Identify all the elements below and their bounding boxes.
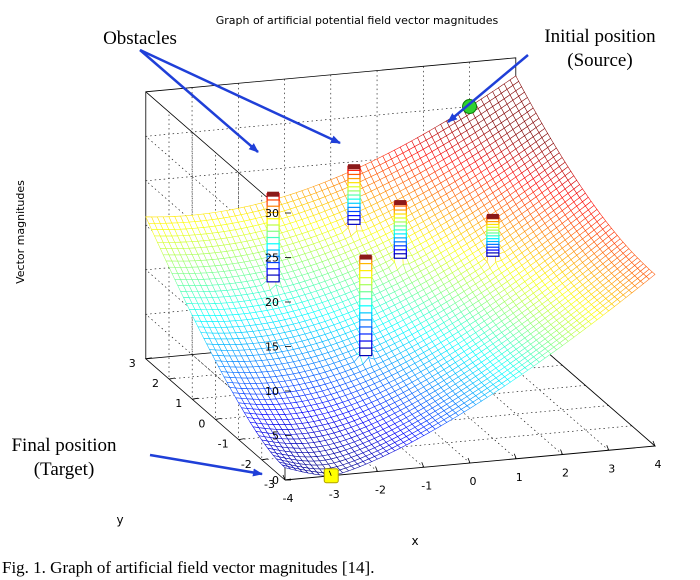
obstacle-top-5 xyxy=(486,213,499,219)
obstacle-spike-2 xyxy=(359,277,373,286)
surface-mesh xyxy=(145,75,656,477)
x-tick-label: 2 xyxy=(562,467,569,480)
initial-position-sublabel: (Source) xyxy=(567,50,632,71)
grid-line-y xyxy=(168,112,540,380)
y-tick-mark xyxy=(168,377,176,380)
x-tick-label: 0 xyxy=(470,475,477,488)
obstacle-top-3 xyxy=(348,164,360,170)
obstacle-spike-2 xyxy=(359,262,373,272)
y-tick-mark xyxy=(192,397,199,400)
obstacle-spike-4 xyxy=(393,253,407,259)
x-tick-label: -2 xyxy=(375,484,386,497)
obstacle-spike-3 xyxy=(347,219,361,225)
x-tick-label: 3 xyxy=(608,462,615,475)
x-tick-label: 4 xyxy=(655,458,662,471)
x-axis-label: x xyxy=(411,534,418,548)
x-tick-label: -1 xyxy=(421,479,432,492)
obstacle-spike-2 xyxy=(359,284,373,293)
obstacle-spike-2 xyxy=(359,319,373,329)
obstacle-spike-1 xyxy=(266,274,280,283)
arrow-obstacle-left xyxy=(139,49,259,153)
y-tick-mark xyxy=(261,458,268,461)
x-tick-label: 1 xyxy=(516,471,523,484)
y-tick-label: 0 xyxy=(198,417,205,430)
grid-line-z xyxy=(145,102,516,258)
obstacle-spike-2 xyxy=(359,333,373,343)
obstacle-spike-2 xyxy=(359,326,373,336)
z-tick-label: 30 xyxy=(265,207,279,220)
final-position-sublabel: (Target) xyxy=(34,459,95,480)
grid-line-x xyxy=(191,87,332,476)
z-tick-label: 20 xyxy=(265,296,279,309)
obstacle-spike-5 xyxy=(486,252,500,257)
y-tick-label: -2 xyxy=(241,458,252,471)
x-tick-label: -3 xyxy=(329,488,340,501)
z-axis-label: Vector magnitudes xyxy=(14,180,27,284)
figure-caption: Fig. 1. Graph of artificial field vector… xyxy=(2,558,375,577)
obstacle-spike-2 xyxy=(359,305,373,314)
obstacle-top-2 xyxy=(359,254,372,260)
y-axis-label: y xyxy=(116,513,123,527)
z-tick-label: 5 xyxy=(272,430,279,443)
chart-title: Graph of artificial potential field vect… xyxy=(216,14,499,27)
obstacle-top-4 xyxy=(394,200,407,206)
initial-position-label: Initial position xyxy=(544,26,656,47)
y-tick-mark xyxy=(215,418,222,420)
z-tick-label: 10 xyxy=(265,385,279,398)
final-position-label: Final position xyxy=(11,435,117,456)
obstacle-spike-2 xyxy=(359,298,373,307)
obstacle-spike-2 xyxy=(359,340,373,350)
y-tick-mark xyxy=(238,438,245,440)
x-tick-label: -4 xyxy=(283,492,294,505)
y-tick-label: -1 xyxy=(218,438,229,451)
z-tick-label: 15 xyxy=(265,341,279,354)
y-tick-label: 2 xyxy=(152,377,159,390)
obstacle-spike-2 xyxy=(359,312,373,322)
y-tick-label: 3 xyxy=(129,357,136,370)
obstacle-top-1 xyxy=(267,191,280,197)
arrow-obstacle-right xyxy=(139,48,341,145)
obstacle-spike-2 xyxy=(359,347,373,357)
z-tick-label: 25 xyxy=(265,252,279,265)
y-tick-label: 1 xyxy=(175,397,182,410)
y-tick-label: -3 xyxy=(264,478,275,491)
obstacle-spike-2 xyxy=(359,291,373,300)
obstacles-label: Obstacles xyxy=(103,28,177,49)
obstacle-spike-2 xyxy=(359,270,373,279)
